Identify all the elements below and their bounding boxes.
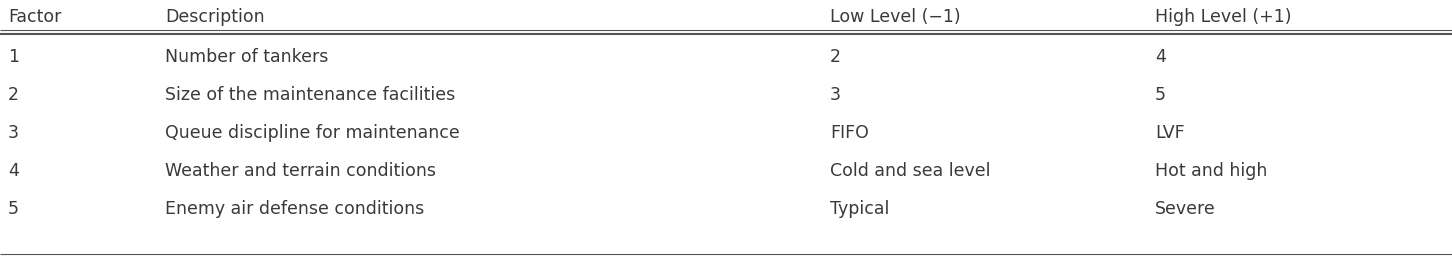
Text: Number of tankers: Number of tankers	[166, 48, 328, 66]
Text: Enemy air defense conditions: Enemy air defense conditions	[166, 200, 424, 218]
Text: 2: 2	[9, 86, 19, 104]
Text: High Level (+1): High Level (+1)	[1154, 8, 1291, 26]
Text: Description: Description	[166, 8, 264, 26]
Text: Severe: Severe	[1154, 200, 1215, 218]
Text: Cold and sea level: Cold and sea level	[831, 162, 990, 180]
Text: 3: 3	[9, 124, 19, 142]
Text: Low Level (−1): Low Level (−1)	[831, 8, 961, 26]
Text: LVF: LVF	[1154, 124, 1185, 142]
Text: Size of the maintenance facilities: Size of the maintenance facilities	[166, 86, 456, 104]
Text: 1: 1	[9, 48, 19, 66]
Text: 2: 2	[831, 48, 841, 66]
Text: Weather and terrain conditions: Weather and terrain conditions	[166, 162, 436, 180]
Text: FIFO: FIFO	[831, 124, 868, 142]
Text: 4: 4	[9, 162, 19, 180]
Text: Typical: Typical	[831, 200, 890, 218]
Text: 5: 5	[1154, 86, 1166, 104]
Text: Factor: Factor	[9, 8, 61, 26]
Text: 4: 4	[1154, 48, 1166, 66]
Text: 3: 3	[831, 86, 841, 104]
Text: 5: 5	[9, 200, 19, 218]
Text: Queue discipline for maintenance: Queue discipline for maintenance	[166, 124, 460, 142]
Text: Hot and high: Hot and high	[1154, 162, 1268, 180]
